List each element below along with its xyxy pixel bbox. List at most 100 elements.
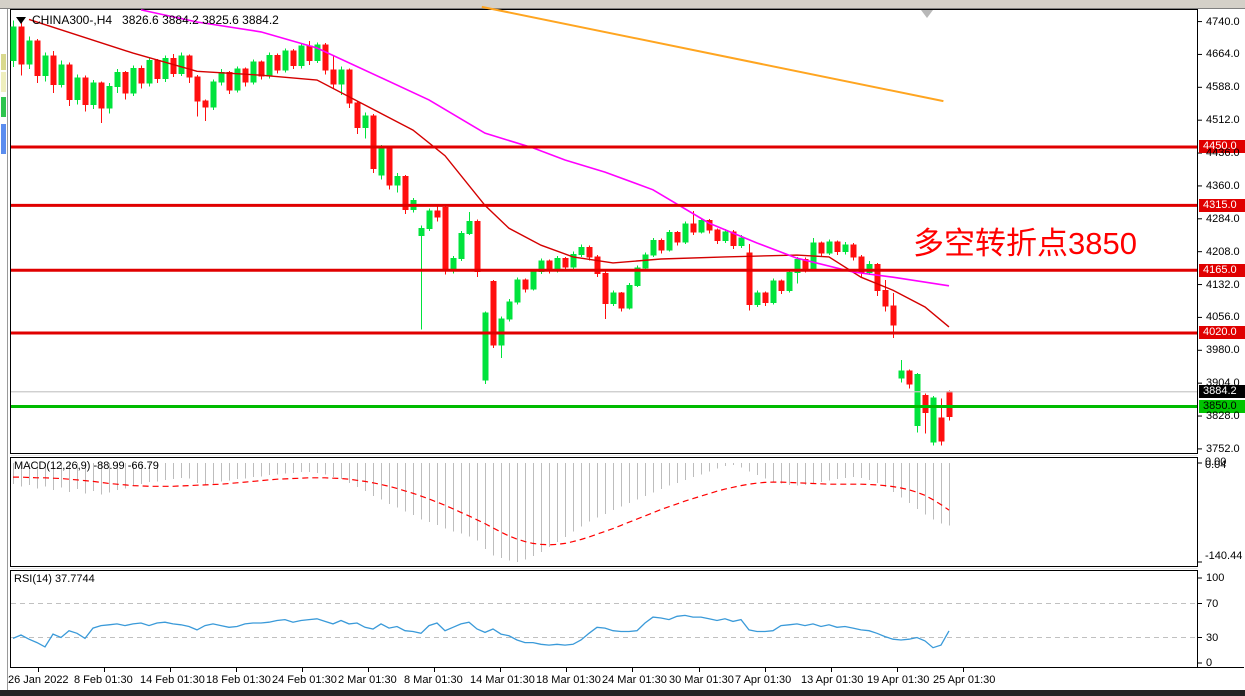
candle[interactable] (402, 175, 409, 211)
candle[interactable] (90, 82, 97, 106)
candle[interactable] (298, 45, 305, 67)
candle[interactable] (874, 264, 881, 292)
candle[interactable] (722, 231, 729, 241)
candle[interactable] (786, 271, 793, 292)
candle[interactable] (794, 258, 801, 273)
candle[interactable] (290, 50, 297, 67)
candle[interactable] (194, 76, 201, 102)
candle[interactable] (98, 82, 105, 109)
chart-shift-triangle-icon[interactable] (921, 10, 933, 18)
candle[interactable] (522, 279, 529, 290)
main-price-panel[interactable] (10, 9, 1198, 454)
candle[interactable] (642, 254, 649, 269)
candle[interactable] (66, 64, 73, 100)
candle[interactable] (818, 242, 825, 254)
candle[interactable] (770, 280, 777, 304)
candle[interactable] (434, 210, 441, 218)
candle[interactable] (458, 233, 465, 260)
candle[interactable] (850, 244, 857, 258)
candle[interactable] (314, 44, 321, 61)
candle[interactable] (754, 292, 761, 305)
candle[interactable] (554, 258, 561, 271)
candle[interactable] (618, 292, 625, 309)
candle[interactable] (922, 394, 929, 414)
candle[interactable] (914, 374, 921, 427)
candle[interactable] (386, 146, 393, 186)
candle[interactable] (866, 264, 873, 273)
candle[interactable] (946, 391, 953, 418)
candle[interactable] (202, 100, 209, 108)
candle[interactable] (682, 223, 689, 243)
candle[interactable] (10, 26, 17, 61)
rsi-panel[interactable] (10, 570, 1198, 668)
candle[interactable] (170, 57, 177, 74)
candle[interactable] (466, 220, 473, 235)
candle[interactable] (58, 64, 65, 85)
candle[interactable] (906, 370, 913, 385)
candle[interactable] (578, 246, 585, 255)
candle[interactable] (426, 210, 433, 229)
candle[interactable] (842, 244, 849, 253)
candle[interactable] (234, 68, 241, 91)
candle[interactable] (506, 301, 513, 320)
candle[interactable] (354, 102, 361, 129)
candle[interactable] (674, 232, 681, 243)
candle[interactable] (658, 239, 665, 251)
candle[interactable] (530, 271, 537, 290)
candle[interactable] (338, 69, 345, 85)
candle[interactable] (106, 85, 113, 109)
candle[interactable] (778, 280, 785, 292)
candle[interactable] (362, 115, 369, 129)
candle[interactable] (650, 239, 657, 256)
candle[interactable] (634, 267, 641, 286)
candle[interactable] (266, 54, 273, 77)
candle[interactable] (938, 417, 945, 442)
symbol-dropdown-icon[interactable] (16, 17, 26, 25)
candle[interactable] (274, 54, 281, 71)
candle[interactable] (242, 68, 249, 83)
candle[interactable] (626, 284, 633, 309)
trendline[interactable] (481, 5, 944, 103)
candle[interactable] (114, 72, 121, 87)
candle[interactable] (210, 81, 217, 108)
candle[interactable] (218, 72, 225, 83)
candle[interactable] (890, 305, 897, 326)
candle[interactable] (306, 45, 313, 61)
candle[interactable] (322, 44, 329, 71)
candle[interactable] (746, 252, 753, 305)
candle[interactable] (82, 77, 89, 106)
candle[interactable] (50, 55, 57, 85)
candle[interactable] (370, 115, 377, 170)
candle[interactable] (250, 61, 257, 83)
candle[interactable] (162, 57, 169, 80)
candle[interactable] (122, 72, 129, 94)
candle[interactable] (42, 55, 49, 77)
candle[interactable] (154, 59, 161, 80)
candle[interactable] (562, 258, 569, 268)
candle[interactable] (610, 292, 617, 305)
candle[interactable] (178, 55, 185, 74)
macd-panel[interactable] (10, 457, 1198, 567)
candle[interactable] (442, 207, 449, 272)
candle[interactable] (146, 59, 153, 84)
candle[interactable] (666, 232, 673, 251)
candle[interactable] (698, 220, 705, 233)
candle[interactable] (34, 40, 41, 77)
candle[interactable] (714, 229, 721, 241)
candle[interactable] (330, 69, 337, 85)
candle[interactable] (226, 72, 233, 91)
candle[interactable] (602, 272, 609, 305)
candle[interactable] (258, 61, 265, 77)
candle[interactable] (74, 77, 81, 100)
candle[interactable] (594, 256, 601, 274)
candle[interactable] (570, 253, 577, 268)
candle[interactable] (282, 50, 289, 71)
candle[interactable] (514, 279, 521, 303)
candle[interactable] (418, 227, 425, 237)
candle[interactable] (490, 281, 497, 346)
candle[interactable] (474, 220, 481, 273)
candle[interactable] (346, 69, 353, 104)
candle[interactable] (482, 312, 489, 381)
candle[interactable] (394, 175, 401, 186)
